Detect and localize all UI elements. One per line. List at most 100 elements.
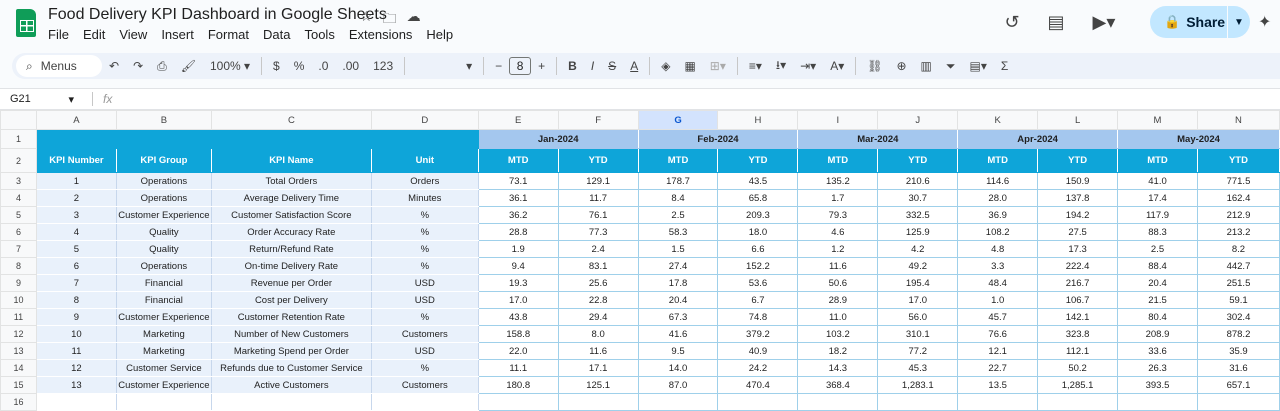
column-header-k[interactable]: K — [957, 110, 1039, 130]
kpi-label-cell[interactable]: Marketing — [115, 325, 212, 343]
kpi-label-cell[interactable]: 7 — [35, 274, 117, 292]
paint-format-icon[interactable]: 🖌 — [180, 59, 196, 73]
empty-cell[interactable] — [1117, 393, 1198, 411]
spreadsheet-grid[interactable]: A B C D E F G H I J K L M N 1 Jan-2024 Feb-2024 Mar-2024 A… — [0, 110, 1280, 411]
kpi-label-cell[interactable]: 5 — [35, 240, 117, 258]
kpi-value-cell[interactable]: 53.6 — [717, 274, 799, 292]
menu-file[interactable]: File — [48, 27, 69, 42]
kpi-label-cell[interactable]: Customer Experience — [115, 376, 212, 394]
column-header-b[interactable]: B — [115, 110, 212, 130]
kpi-value-cell[interactable]: 3.3 — [957, 257, 1039, 275]
menu-help[interactable]: Help — [426, 27, 454, 42]
kpi-value-cell[interactable]: 59.1 — [1196, 291, 1280, 309]
kpi-label-cell[interactable]: Customers — [370, 376, 479, 394]
kpi-value-cell[interactable]: 73.1 — [477, 172, 559, 190]
row-header[interactable]: 2 — [0, 148, 37, 173]
column-header-j[interactable]: J — [877, 110, 959, 130]
cloud-status-icon[interactable]: ☁ — [406, 8, 421, 24]
kpi-value-cell[interactable]: 442.7 — [1196, 257, 1280, 275]
kpi-value-cell[interactable]: 12.1 — [957, 342, 1039, 360]
kpi-value-cell[interactable]: 1,285.1 — [1037, 376, 1119, 394]
strikethrough-icon[interactable]: S — [608, 59, 617, 73]
kpi-value-cell[interactable]: 878.2 — [1196, 325, 1280, 343]
kpi-value-cell[interactable]: 771.5 — [1196, 172, 1280, 190]
kpi-value-cell[interactable]: 28.8 — [477, 223, 559, 241]
document-title[interactable]: Food Delivery KPI Dashboard in Google Sh… — [48, 6, 387, 23]
kpi-value-cell[interactable]: 208.9 — [1117, 325, 1198, 343]
kpi-value-cell[interactable]: 209.3 — [717, 206, 799, 224]
kpi-value-cell[interactable]: 8.4 — [637, 189, 719, 207]
kpi-value-cell[interactable]: 22.0 — [477, 342, 559, 360]
kpi-value-cell[interactable]: 28.0 — [957, 189, 1039, 207]
kpi-value-cell[interactable]: 6.6 — [717, 240, 799, 258]
kpi-value-cell[interactable]: 117.9 — [1117, 206, 1198, 224]
empty-cell[interactable] — [210, 393, 372, 411]
insert-comment-icon[interactable]: ⊕ — [896, 59, 907, 73]
bold-button[interactable]: B — [561, 53, 584, 79]
kpi-value-cell[interactable]: 36.9 — [957, 206, 1039, 224]
kpi-value-cell[interactable]: 88.4 — [1117, 257, 1198, 275]
empty-cell[interactable] — [557, 393, 639, 411]
kpi-value-cell[interactable]: 222.4 — [1037, 257, 1119, 275]
row-header[interactable]: 11 — [0, 308, 37, 326]
kpi-value-cell[interactable]: 19.3 — [477, 274, 559, 292]
text-color-button[interactable]: A — [623, 53, 645, 79]
month-header[interactable]: Feb-2024 — [637, 129, 799, 149]
row-header[interactable]: 1 — [0, 129, 37, 149]
kpi-value-cell[interactable]: 79.3 — [797, 206, 879, 224]
period-subheader[interactable]: YTD — [557, 148, 639, 173]
kpi-label-cell[interactable]: % — [370, 359, 479, 377]
kpi-value-cell[interactable]: 18.2 — [797, 342, 879, 360]
kpi-label-cell[interactable]: Operations — [115, 257, 212, 275]
kpi-value-cell[interactable]: 77.3 — [557, 223, 639, 241]
kpi-value-cell[interactable]: 125.1 — [557, 376, 639, 394]
column-header-e[interactable]: E — [477, 110, 559, 130]
row-header[interactable]: 4 — [0, 189, 37, 207]
font-size-increase-button[interactable]: + — [538, 59, 546, 73]
empty-cell[interactable] — [115, 393, 212, 411]
kpi-value-cell[interactable]: 213.2 — [1196, 223, 1280, 241]
kpi-value-cell[interactable]: 1,283.1 — [877, 376, 959, 394]
row-header[interactable]: 10 — [0, 291, 37, 309]
kpi-value-cell[interactable]: 9.4 — [477, 257, 559, 275]
empty-cell[interactable] — [877, 393, 959, 411]
kpi-value-cell[interactable]: 125.9 — [877, 223, 959, 241]
redo-icon[interactable]: ↷ — [133, 59, 144, 73]
kpi-label-cell[interactable]: % — [370, 257, 479, 275]
kpi-value-cell[interactable]: 17.8 — [637, 274, 719, 292]
kpi-label-cell[interactable]: % — [370, 308, 479, 326]
kpi-value-cell[interactable]: 4.6 — [797, 223, 879, 241]
period-subheader[interactable]: MTD — [637, 148, 719, 173]
kpi-label-cell[interactable]: Orders — [370, 172, 479, 190]
row-header[interactable]: 6 — [0, 223, 37, 241]
kpi-value-cell[interactable]: 14.0 — [637, 359, 719, 377]
kpi-value-cell[interactable]: 11.7 — [557, 189, 639, 207]
column-title[interactable]: KPI Name — [210, 148, 372, 173]
kpi-label-cell[interactable]: 3 — [35, 206, 117, 224]
kpi-value-cell[interactable]: 112.1 — [1037, 342, 1119, 360]
kpi-label-cell[interactable]: Customer Retention Rate — [210, 308, 372, 326]
kpi-value-cell[interactable]: 88.3 — [1117, 223, 1198, 241]
kpi-label-cell[interactable]: Customer Service — [115, 359, 212, 377]
print-icon[interactable]: ⎙ — [157, 58, 167, 73]
kpi-value-cell[interactable]: 210.6 — [877, 172, 959, 190]
kpi-label-cell[interactable]: 11 — [35, 342, 117, 360]
filter-views-icon[interactable]: ▤▾ — [969, 59, 987, 73]
gemini-icon[interactable]: ✦ — [1258, 14, 1272, 31]
insert-link-icon[interactable]: ⛓ — [867, 59, 883, 73]
kpi-label-cell[interactable]: 6 — [35, 257, 117, 275]
kpi-value-cell[interactable]: 26.3 — [1117, 359, 1198, 377]
kpi-value-cell[interactable]: 129.1 — [557, 172, 639, 190]
column-title[interactable]: KPI Group — [115, 148, 212, 173]
text-wrapping-icon[interactable]: ⇥▾ — [800, 59, 817, 73]
row-header[interactable]: 16 — [0, 393, 37, 411]
kpi-label-cell[interactable]: Quality — [115, 223, 212, 241]
period-subheader[interactable]: YTD — [1196, 148, 1280, 173]
menu-format[interactable]: Format — [207, 27, 249, 42]
kpi-label-cell[interactable]: Customer Experience — [115, 206, 212, 224]
folder-move-icon[interactable]: 🗀 — [382, 10, 397, 26]
kpi-value-cell[interactable]: 368.4 — [797, 376, 879, 394]
kpi-value-cell[interactable]: 17.0 — [477, 291, 559, 309]
kpi-value-cell[interactable]: 80.4 — [1117, 308, 1198, 326]
functions-button[interactable]: Σ — [1000, 59, 1009, 73]
